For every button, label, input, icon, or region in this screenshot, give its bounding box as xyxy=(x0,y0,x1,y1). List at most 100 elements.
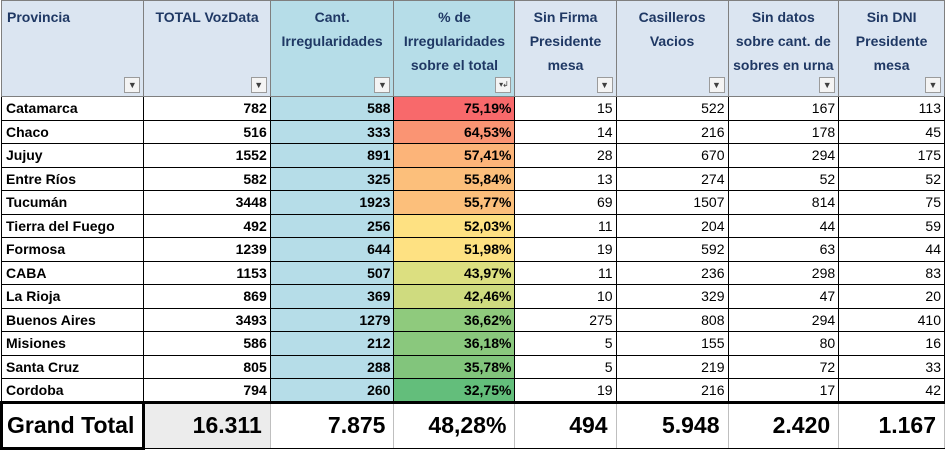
value-cell[interactable]: 782 xyxy=(143,96,271,121)
grand-total-cell[interactable]: 48,28% xyxy=(393,400,516,449)
value-cell[interactable]: 51,98% xyxy=(393,237,516,262)
value-cell[interactable]: 83 xyxy=(838,260,945,285)
value-cell[interactable]: 55,77% xyxy=(393,190,516,215)
value-cell[interactable]: 33 xyxy=(838,354,945,379)
value-cell[interactable]: 75,19% xyxy=(393,96,516,121)
value-cell[interactable]: 1507 xyxy=(615,190,729,215)
value-cell[interactable]: 11 xyxy=(514,260,617,285)
province-cell[interactable]: Chaco xyxy=(0,119,145,144)
value-cell[interactable]: 52 xyxy=(727,166,840,191)
value-cell[interactable]: 175 xyxy=(838,143,945,168)
value-cell[interactable]: 325 xyxy=(269,166,395,191)
value-cell[interactable]: 507 xyxy=(269,260,395,285)
value-cell[interactable]: 586 xyxy=(143,331,271,356)
value-cell[interactable]: 275 xyxy=(514,307,617,332)
value-cell[interactable]: 19 xyxy=(514,237,617,262)
province-cell[interactable]: Buenos Aires xyxy=(0,307,145,332)
value-cell[interactable]: 369 xyxy=(269,284,395,309)
value-cell[interactable]: 260 xyxy=(269,378,395,403)
value-cell[interactable]: 14 xyxy=(514,119,617,144)
filter-dropdown-icon[interactable]: ▼ xyxy=(250,77,267,93)
value-cell[interactable]: 57,41% xyxy=(393,143,516,168)
value-cell[interactable]: 808 xyxy=(615,307,729,332)
value-cell[interactable]: 216 xyxy=(615,378,729,403)
province-cell[interactable]: CABA xyxy=(0,260,145,285)
value-cell[interactable]: 3493 xyxy=(143,307,271,332)
value-cell[interactable]: 522 xyxy=(615,96,729,121)
value-cell[interactable]: 13 xyxy=(514,166,617,191)
value-cell[interactable]: 1279 xyxy=(269,307,395,332)
value-cell[interactable]: 891 xyxy=(269,143,395,168)
value-cell[interactable]: 3448 xyxy=(143,190,271,215)
value-cell[interactable]: 236 xyxy=(615,260,729,285)
value-cell[interactable]: 212 xyxy=(269,331,395,356)
value-cell[interactable]: 17 xyxy=(727,378,840,403)
value-cell[interactable]: 167 xyxy=(727,96,840,121)
value-cell[interactable]: 869 xyxy=(143,284,271,309)
value-cell[interactable]: 10 xyxy=(514,284,617,309)
filter-dropdown-icon[interactable]: ▾↲ xyxy=(495,77,512,93)
value-cell[interactable]: 11 xyxy=(514,213,617,238)
value-cell[interactable]: 1923 xyxy=(269,190,395,215)
value-cell[interactable]: 15 xyxy=(514,96,617,121)
province-cell[interactable]: Formosa xyxy=(0,237,145,262)
province-cell[interactable]: Entre Ríos xyxy=(0,166,145,191)
value-cell[interactable]: 75 xyxy=(838,190,945,215)
province-cell[interactable]: Santa Cruz xyxy=(0,354,145,379)
value-cell[interactable]: 814 xyxy=(727,190,840,215)
value-cell[interactable]: 1153 xyxy=(143,260,271,285)
grand-total-cell[interactable]: 2.420 xyxy=(727,400,840,449)
value-cell[interactable]: 80 xyxy=(727,331,840,356)
province-cell[interactable]: Cordoba xyxy=(0,378,145,403)
value-cell[interactable]: 298 xyxy=(727,260,840,285)
value-cell[interactable]: 256 xyxy=(269,213,395,238)
value-cell[interactable]: 329 xyxy=(615,284,729,309)
value-cell[interactable]: 32,75% xyxy=(393,378,516,403)
province-cell[interactable]: Catamarca xyxy=(0,96,145,121)
filter-dropdown-icon[interactable]: ▼ xyxy=(124,77,141,93)
value-cell[interactable]: 19 xyxy=(514,378,617,403)
value-cell[interactable]: 28 xyxy=(514,143,617,168)
value-cell[interactable]: 1552 xyxy=(143,143,271,168)
value-cell[interactable]: 410 xyxy=(838,307,945,332)
value-cell[interactable]: 42 xyxy=(838,378,945,403)
grand-total-label[interactable]: Grand Total xyxy=(0,400,146,450)
filter-dropdown-icon[interactable]: ▼ xyxy=(819,77,836,93)
province-cell[interactable]: Jujuy xyxy=(0,143,145,168)
value-cell[interactable]: 516 xyxy=(143,119,271,144)
value-cell[interactable]: 36,18% xyxy=(393,331,516,356)
value-cell[interactable]: 20 xyxy=(838,284,945,309)
value-cell[interactable]: 216 xyxy=(615,119,729,144)
value-cell[interactable]: 113 xyxy=(838,96,945,121)
province-cell[interactable]: Misiones xyxy=(0,331,145,356)
value-cell[interactable]: 64,53% xyxy=(393,119,516,144)
value-cell[interactable]: 294 xyxy=(727,143,840,168)
value-cell[interactable]: 47 xyxy=(727,284,840,309)
filter-dropdown-icon[interactable]: ▼ xyxy=(596,77,613,93)
value-cell[interactable]: 805 xyxy=(143,354,271,379)
value-cell[interactable]: 592 xyxy=(615,237,729,262)
value-cell[interactable]: 644 xyxy=(269,237,395,262)
value-cell[interactable]: 178 xyxy=(727,119,840,144)
value-cell[interactable]: 794 xyxy=(143,378,271,403)
value-cell[interactable]: 5 xyxy=(514,354,617,379)
value-cell[interactable]: 219 xyxy=(615,354,729,379)
province-cell[interactable]: Tucumán xyxy=(0,190,145,215)
grand-total-cell[interactable]: 1.167 xyxy=(838,400,945,449)
value-cell[interactable]: 43,97% xyxy=(393,260,516,285)
province-cell[interactable]: Tierra del Fuego xyxy=(0,213,145,238)
value-cell[interactable]: 333 xyxy=(269,119,395,144)
value-cell[interactable]: 44 xyxy=(727,213,840,238)
value-cell[interactable]: 42,46% xyxy=(393,284,516,309)
value-cell[interactable]: 5 xyxy=(514,331,617,356)
value-cell[interactable]: 55,84% xyxy=(393,166,516,191)
grand-total-cell[interactable]: 5.948 xyxy=(615,400,729,449)
province-cell[interactable]: La Rioja xyxy=(0,284,145,309)
value-cell[interactable]: 44 xyxy=(838,237,945,262)
value-cell[interactable]: 1239 xyxy=(143,237,271,262)
value-cell[interactable]: 35,78% xyxy=(393,354,516,379)
value-cell[interactable]: 36,62% xyxy=(393,307,516,332)
grand-total-cell[interactable]: 16.311 xyxy=(143,400,271,449)
value-cell[interactable]: 294 xyxy=(727,307,840,332)
grand-total-cell[interactable]: 7.875 xyxy=(269,400,395,449)
